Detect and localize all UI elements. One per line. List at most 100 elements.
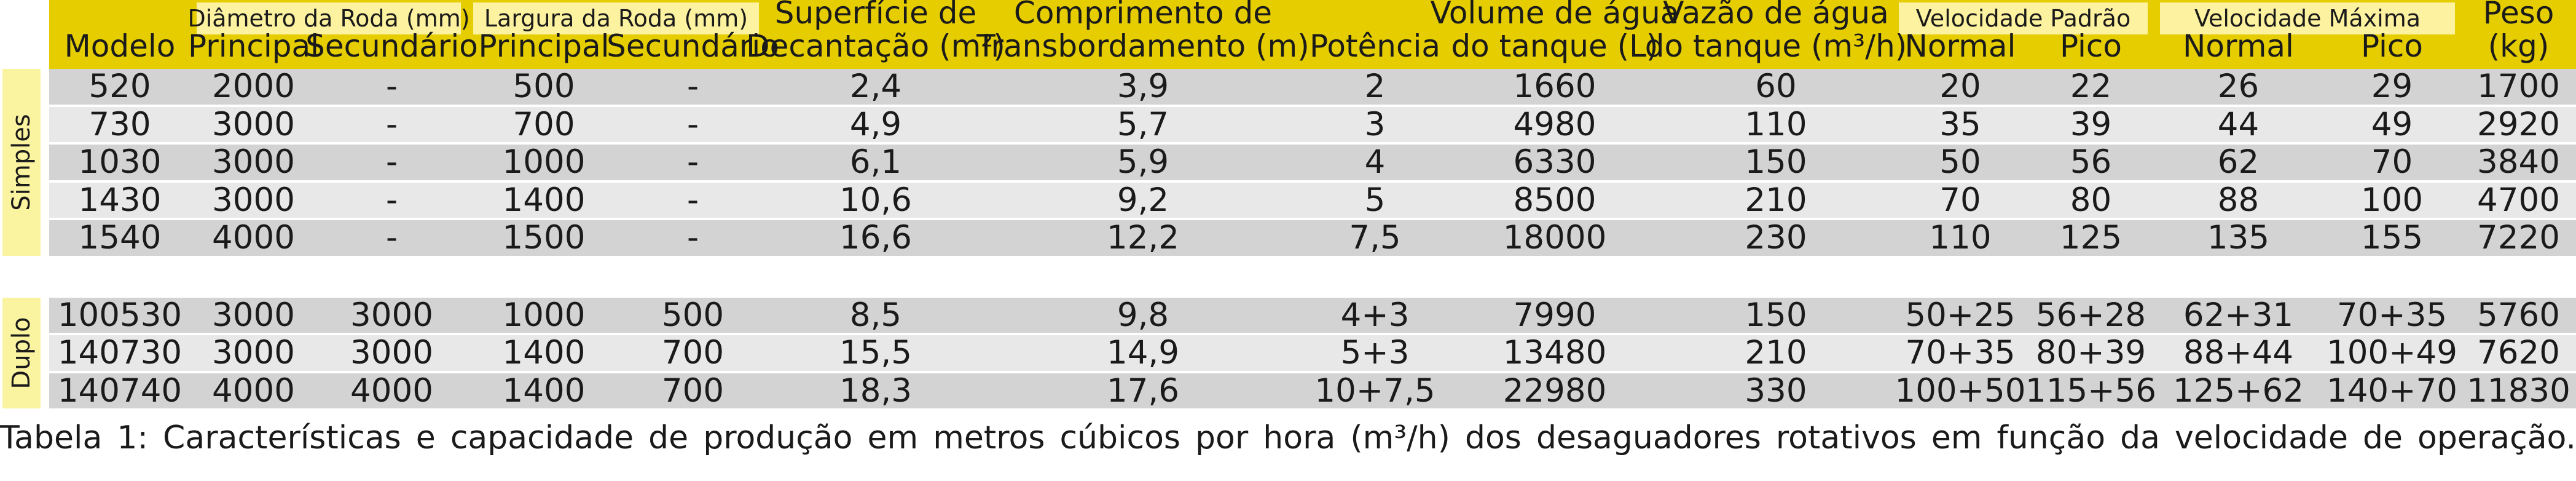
table-cell: 4000 (212, 372, 295, 410)
table-cell: 16,6 (839, 219, 912, 257)
table-cell: 110 (1929, 219, 1992, 257)
column-header-line: Secundário (607, 28, 779, 64)
table-cell: 3000 (212, 334, 295, 372)
table-cell: - (385, 181, 398, 219)
table-cell: 2,4 (849, 68, 902, 106)
column-header-line: Principal (478, 28, 610, 64)
table-cell: - (385, 68, 398, 106)
table-cell: 5760 (2477, 296, 2560, 334)
column-header: Normal (1893, 0, 2028, 69)
table-cell: 50 (1939, 143, 1981, 181)
table-cell: 700 (661, 334, 724, 372)
table-cell: 8,5 (849, 296, 902, 334)
table-row (49, 145, 2576, 180)
table-cell: 3000 (212, 181, 295, 219)
column-header-line: Potência (1309, 28, 1441, 64)
column-header-line: Volume de água (1430, 0, 1679, 31)
column-header-line: Decantação (m²) (746, 28, 1005, 64)
column-header: Potência (1300, 0, 1450, 69)
table-cell: 56 (2070, 143, 2112, 181)
column-header-line: Normal (2183, 28, 2294, 64)
table-cell: 140740 (57, 372, 183, 410)
column-header-line: do tanque (L) (1451, 28, 1659, 64)
table-cell: 3000 (212, 296, 295, 334)
table-cell: 730 (88, 105, 151, 143)
table-cell: 3000 (350, 334, 433, 372)
table-row (49, 373, 2576, 408)
table-cell: 140+70 (2326, 372, 2457, 410)
table-cell: - (686, 219, 699, 257)
table-cell: 1000 (502, 143, 586, 181)
table-cell: 12,2 (1106, 219, 1179, 257)
table-cell: 115+56 (2025, 372, 2157, 410)
table-cell: 155 (2360, 219, 2424, 257)
column-header: Pico (2323, 0, 2461, 69)
table-cell: 49 (2371, 105, 2413, 143)
table-cell: 3 (1364, 105, 1386, 143)
table-cell: 140730 (57, 334, 183, 372)
column-header-line: Normal (1904, 28, 2016, 64)
table-row (49, 69, 2576, 105)
table-cell: 62+31 (2183, 296, 2294, 334)
table-cell: - (686, 68, 699, 106)
table-cell: 210 (1745, 181, 1807, 219)
table-cell: - (385, 219, 398, 257)
column-header-line: Comprimento de (1013, 0, 1273, 31)
table-cell: - (686, 181, 699, 219)
column-header-line: (kg) (2488, 28, 2550, 64)
table-cell: 1000 (502, 296, 586, 334)
table-cell: 80 (2070, 181, 2112, 219)
table-cell: 150 (1745, 296, 1807, 334)
table-cell: 700 (512, 105, 575, 143)
table-cell: 70 (2371, 143, 2413, 181)
table-cell: 4980 (1513, 105, 1596, 143)
section-label-text: Duplo (7, 317, 36, 389)
table-row (49, 106, 2576, 142)
table-cell: 56+28 (2035, 296, 2146, 334)
table-cell: 50+25 (1905, 296, 2016, 334)
column-header: Superfície de Decantação (m²) (746, 0, 1005, 69)
table-cell: 230 (1745, 219, 1807, 257)
table-cell: 7,5 (1349, 219, 1401, 257)
table-cell: 26 (2217, 68, 2260, 106)
table-cell: 18,3 (839, 372, 912, 410)
table-cell: 8500 (1513, 181, 1596, 219)
table-cell: 35 (1939, 105, 1981, 143)
column-header: Secundário (607, 0, 779, 69)
table-row (49, 335, 2576, 371)
table-cell: 210 (1745, 334, 1807, 372)
table-cell: 125 (2059, 219, 2122, 257)
table-cell: 1400 (502, 372, 586, 410)
table-cell: 1660 (1513, 68, 1596, 106)
table-cell: 29 (2371, 68, 2413, 106)
table-cell: 88+44 (2183, 334, 2294, 372)
group-label-velocidade-padrao: Velocidade Padrão (1899, 2, 2148, 34)
table-cell: 13480 (1502, 334, 1607, 372)
table-cell: 39 (2070, 105, 2112, 143)
column-header-line: Modelo (64, 28, 176, 64)
table-cell: 4 (1364, 143, 1386, 181)
table-cell: 1540 (78, 219, 162, 257)
group-label-velocidade-maxima: Velocidade Máxima (2160, 2, 2455, 34)
table-cell: 10,6 (839, 181, 912, 219)
column-header-line: Transbordamento (m) (976, 28, 1310, 64)
column-header: Secundário (305, 0, 478, 69)
table-cell: 5,9 (1117, 143, 1169, 181)
table-cell: 330 (1745, 372, 1807, 410)
table-cell: 4+3 (1340, 296, 1410, 334)
table-cell: 70 (1939, 181, 1981, 219)
table-cell: 18000 (1502, 219, 1607, 257)
table-cell: 700 (661, 372, 724, 410)
table-cell: - (385, 105, 398, 143)
table-cell: 9,2 (1117, 181, 1169, 219)
table-row (49, 182, 2576, 218)
table-cell: 125+62 (2172, 372, 2304, 410)
table-cell: 4000 (350, 372, 433, 410)
table-cell: 2 (1364, 68, 1386, 106)
table-cell: 7990 (1513, 296, 1596, 334)
table-cell: 1030 (78, 143, 162, 181)
table-cell: 150 (1745, 143, 1807, 181)
table-cell: 10+7,5 (1314, 372, 1435, 410)
header-bar (49, 0, 2576, 69)
table-cell: 1400 (502, 181, 586, 219)
